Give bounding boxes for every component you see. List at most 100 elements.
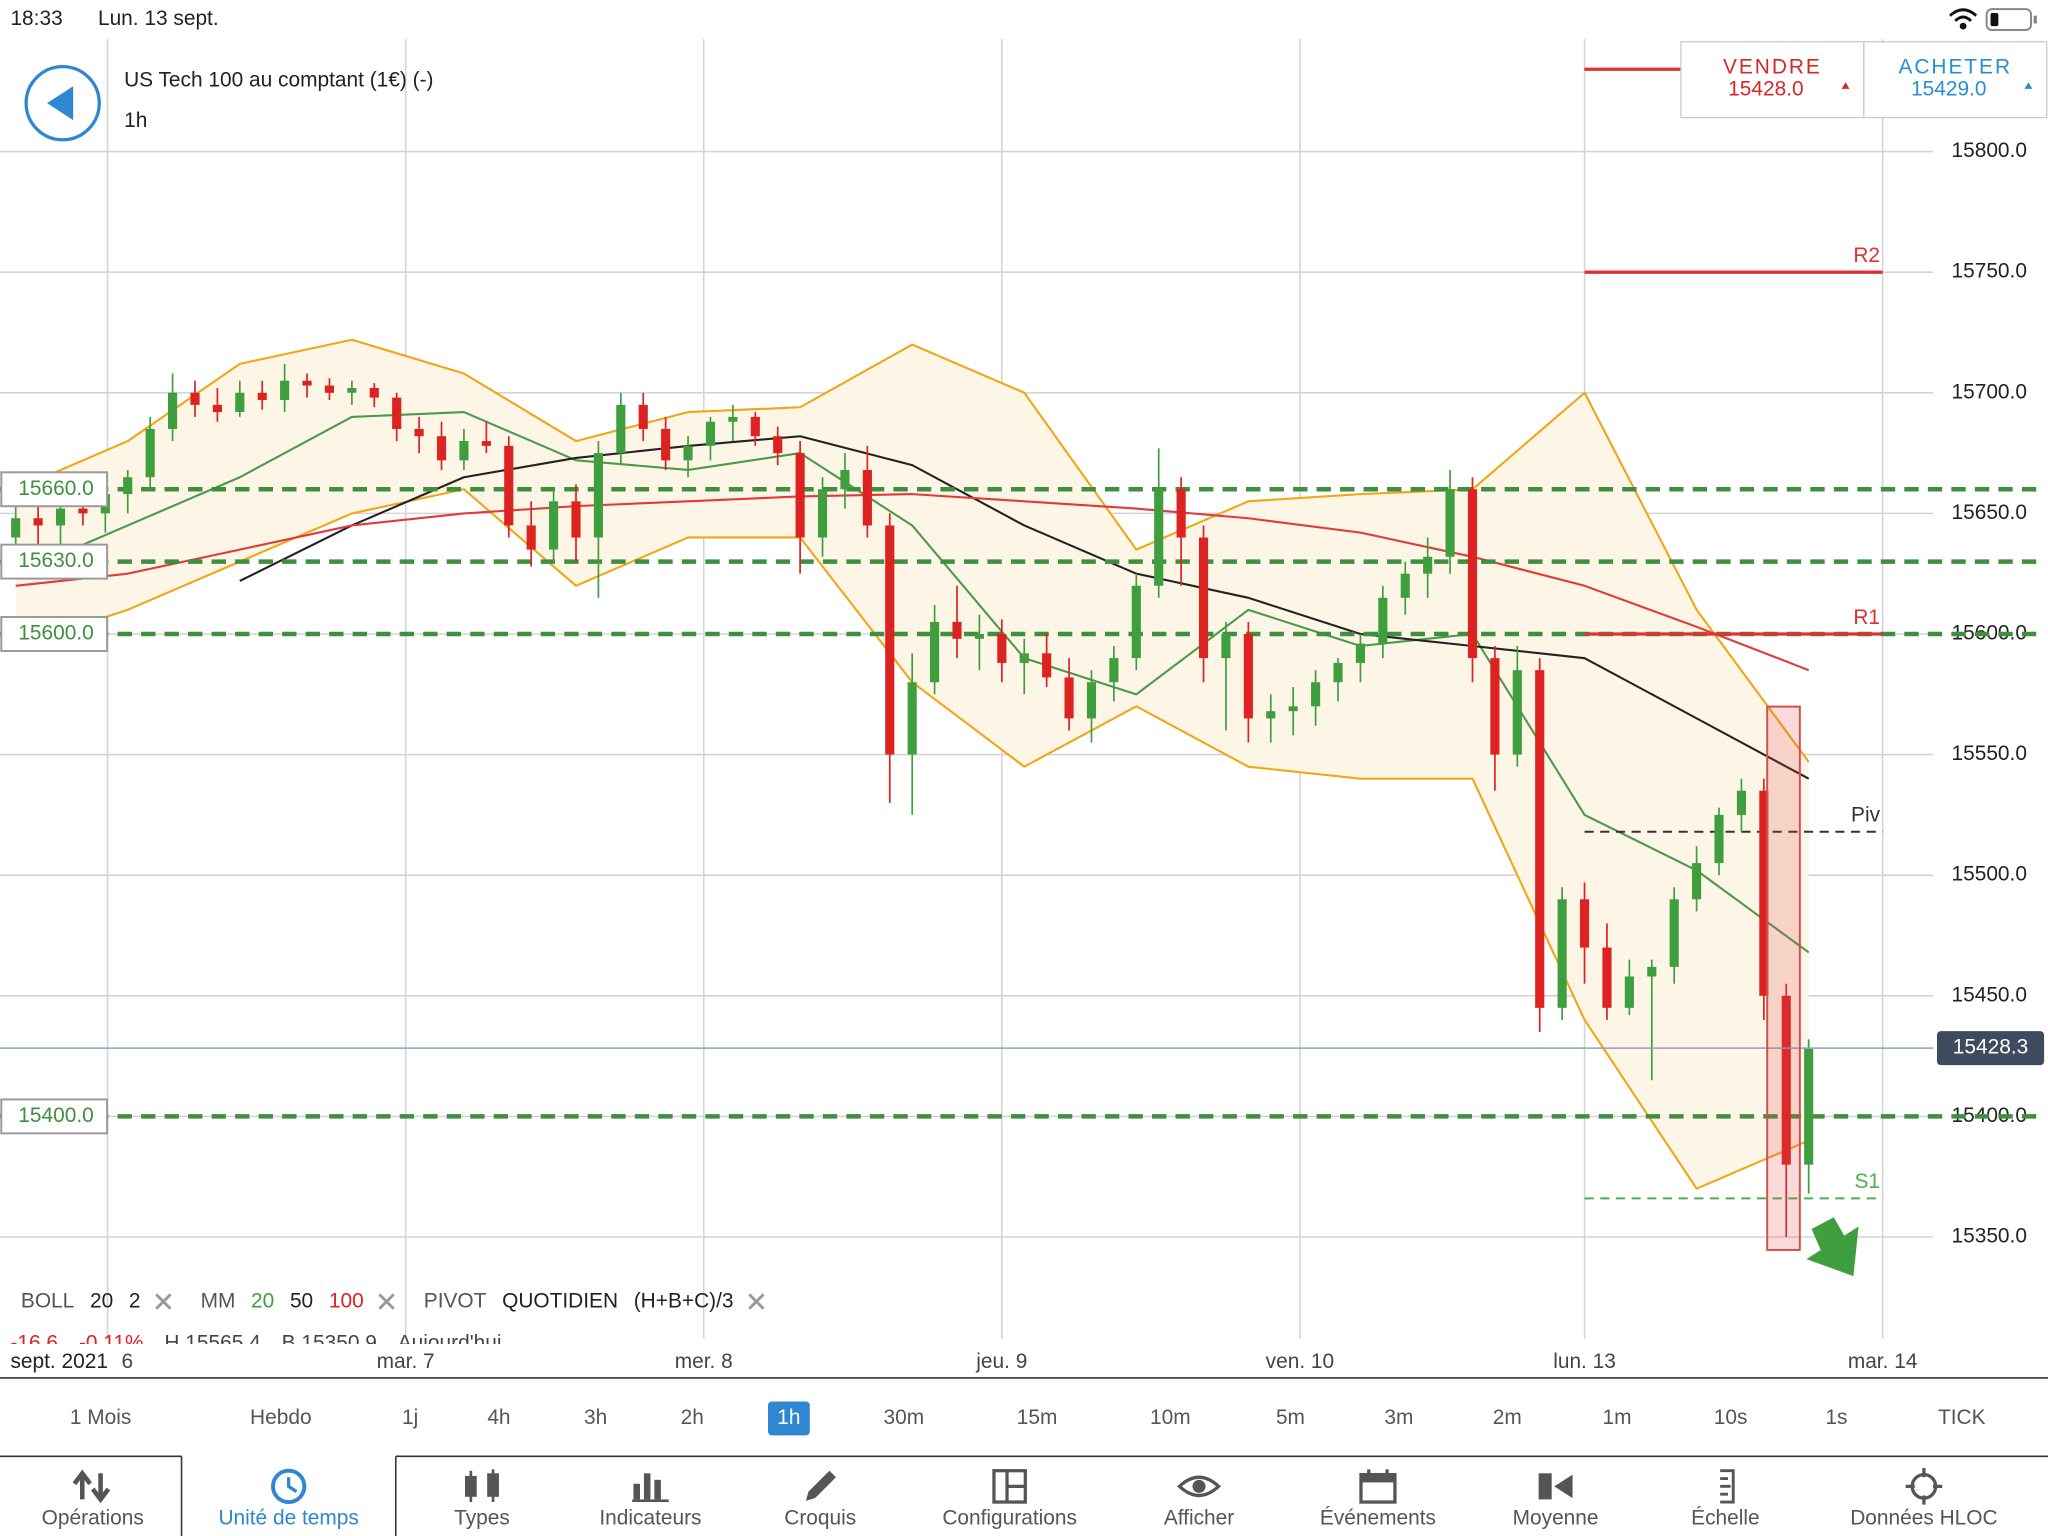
- toolbar-label[interactable]: Afficher: [1164, 1507, 1234, 1530]
- icon-shape: [1177, 1475, 1222, 1498]
- timeframe-option[interactable]: 2m: [1493, 1406, 1522, 1429]
- candle-body: [1333, 662, 1343, 683]
- toolbar-icon[interactable]: [992, 1469, 1027, 1504]
- candle-body: [168, 392, 178, 429]
- highlight-box: [1766, 705, 1801, 1251]
- timeframe-option[interactable]: 30m: [884, 1406, 925, 1429]
- level-label: 15630.0: [18, 549, 93, 572]
- toolbar-icon[interactable]: [72, 1469, 111, 1504]
- toolbar-label[interactable]: Événements: [1320, 1507, 1436, 1530]
- timeframe-option[interactable]: 1 Mois: [70, 1406, 131, 1429]
- x-tick-label: lun. 13: [1553, 1350, 1616, 1373]
- level-label: 15660.0: [18, 477, 93, 500]
- battery-tip: [2033, 15, 2037, 24]
- icon-shape: [72, 1469, 111, 1504]
- toolbar-label[interactable]: Échelle: [1691, 1507, 1759, 1530]
- remove-icon[interactable]: [378, 1293, 395, 1310]
- buy-box[interactable]: [1863, 41, 2048, 119]
- toolbar-icon[interactable]: [464, 1469, 499, 1503]
- pivot-label: R2: [1853, 244, 1880, 267]
- toolbar-icon[interactable]: [1538, 1473, 1573, 1500]
- wifi-arc: [1949, 8, 1978, 17]
- sell-price[interactable]: 15428.0: [1728, 78, 1803, 101]
- candle-body: [728, 416, 738, 422]
- candle-body: [997, 633, 1007, 663]
- candle-body: [1781, 995, 1791, 1165]
- buy-button[interactable]: ACHETER 15429.0: [1863, 41, 2048, 119]
- icon-shape: [1192, 1479, 1206, 1493]
- candle-body: [773, 436, 783, 454]
- toolbar-label[interactable]: Types: [454, 1507, 510, 1530]
- toolbar-label[interactable]: Opérations: [42, 1507, 144, 1530]
- timeframe-option[interactable]: 1s: [1825, 1406, 1847, 1429]
- timeframe-option[interactable]: 15m: [1017, 1406, 1058, 1429]
- timeframe-option[interactable]: Hebdo: [250, 1406, 312, 1429]
- toolbar-label[interactable]: Configurations: [942, 1507, 1077, 1530]
- candle-body: [1042, 653, 1052, 678]
- candle-body: [1288, 706, 1298, 712]
- y-tick-label: 15500.0: [1951, 863, 2026, 886]
- y-tick-label: 15650.0: [1951, 501, 2026, 524]
- candle-body: [392, 397, 402, 429]
- icon-shape: [1905, 1468, 1943, 1505]
- candle-body: [1535, 670, 1545, 1008]
- icon-shape: [643, 1473, 651, 1500]
- timeframe-option[interactable]: TICK: [1938, 1406, 1986, 1429]
- icon-shape: [1538, 1473, 1552, 1500]
- toolbar-icon[interactable]: [1720, 1469, 1735, 1504]
- toolbar-label[interactable]: Données HLOC: [1850, 1507, 1997, 1530]
- sell-button[interactable]: VENDRE 15428.0: [1680, 41, 1865, 119]
- candle-body: [1378, 597, 1388, 644]
- stat: Aujourd'hui: [398, 1332, 502, 1355]
- indicator-param: 100: [329, 1290, 364, 1313]
- toolbar-icon[interactable]: [632, 1473, 669, 1503]
- timeframe-option[interactable]: 5m: [1276, 1406, 1305, 1429]
- remove-icon[interactable]: [748, 1293, 765, 1310]
- pivot-label: R1: [1853, 606, 1880, 629]
- toolbar-icon[interactable]: [1177, 1475, 1222, 1498]
- toolbar-label[interactable]: Unité de temps: [218, 1507, 358, 1530]
- x-tick-label: jeu. 9: [975, 1350, 1027, 1373]
- icon-shape: [287, 1477, 298, 1493]
- candle-body: [661, 428, 671, 461]
- bollinger-upper: [15, 338, 1810, 763]
- indicator-name: PIVOT: [424, 1290, 487, 1313]
- toolbar-icon[interactable]: [271, 1468, 307, 1504]
- timeframe-option[interactable]: 4h: [487, 1406, 510, 1429]
- candle-body: [324, 385, 335, 393]
- toolbar-label[interactable]: Indicateurs: [599, 1507, 701, 1530]
- timeframe-option[interactable]: 10s: [1714, 1406, 1748, 1429]
- timeframe-option[interactable]: 3m: [1384, 1406, 1413, 1429]
- toolbar-icon[interactable]: [805, 1470, 836, 1501]
- buy-price[interactable]: 15429.0: [1911, 78, 1986, 101]
- candle-body: [123, 477, 133, 495]
- timeframe-option[interactable]: 10m: [1150, 1406, 1191, 1429]
- candle-body: [1176, 489, 1186, 538]
- toolbar-label[interactable]: Moyenne: [1513, 1507, 1599, 1530]
- timeframe-option[interactable]: 1j: [402, 1406, 418, 1429]
- timeframe-option[interactable]: 1m: [1602, 1406, 1631, 1429]
- candle-body: [280, 380, 290, 401]
- timeframe-option[interactable]: 1h: [777, 1406, 800, 1429]
- buy-label[interactable]: ACHETER: [1899, 55, 2012, 78]
- back-button[interactable]: [24, 64, 101, 142]
- indicator-param: (H+B+C)/3: [634, 1290, 734, 1313]
- toolbar-icon[interactable]: [1359, 1469, 1397, 1504]
- candle-body: [1064, 677, 1074, 719]
- indicator-name: MM: [201, 1290, 236, 1313]
- back-arrow[interactable]: [47, 86, 74, 121]
- x-tick-label: mar. 7: [377, 1350, 435, 1373]
- sell-label[interactable]: VENDRE: [1723, 55, 1822, 78]
- battery-level: [1990, 13, 1999, 27]
- toolbar-icon[interactable]: [1905, 1468, 1943, 1505]
- timeframe-selected-bg[interactable]: [768, 1401, 810, 1436]
- candle-body: [526, 525, 536, 550]
- timeframe-option[interactable]: 2h: [681, 1406, 704, 1429]
- moving-average: [15, 411, 1810, 954]
- candle-body: [593, 453, 603, 538]
- toolbar-label[interactable]: Croquis: [784, 1507, 856, 1530]
- remove-icon[interactable]: [155, 1293, 172, 1310]
- timeframe-option[interactable]: 3h: [584, 1406, 607, 1429]
- candle-body: [952, 621, 962, 639]
- candle-body: [974, 633, 984, 639]
